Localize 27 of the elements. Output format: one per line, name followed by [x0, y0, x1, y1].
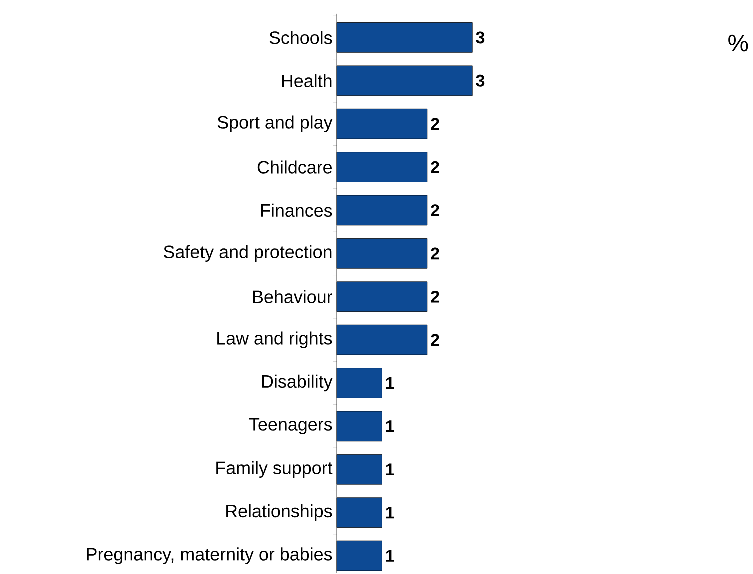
- y-tick-label: Family support: [216, 462, 333, 478]
- data-label: 3: [476, 75, 485, 88]
- data-label: 2: [431, 204, 440, 217]
- data-label: 3: [476, 32, 485, 44]
- y-tick-label: Safety and protection: [164, 246, 332, 262]
- text: %: [728, 35, 748, 52]
- data-label: 1: [386, 550, 394, 562]
- y-tick-label: Disability: [262, 375, 333, 392]
- data-label: 2: [431, 334, 440, 346]
- y-tick-label: Pregnancy, maternity or babies: [87, 548, 332, 565]
- y-tick-label: Childcare: [258, 160, 332, 174]
- data-label: 2: [431, 118, 440, 130]
- data-label: 2: [431, 291, 440, 304]
- data-label: 2: [431, 248, 440, 260]
- y-tick-label: Health: [282, 74, 332, 88]
- data-label: 1: [386, 420, 394, 433]
- data-label: 1: [386, 464, 394, 476]
- y-tick-label: Schools: [270, 31, 332, 45]
- y-tick-label: Relationships: [226, 504, 332, 522]
- data-label: 1: [386, 378, 394, 390]
- y-tick-label: Sport and play: [218, 116, 333, 133]
- y-tick-label: Finances: [261, 204, 332, 218]
- y-tick-label: Behaviour: [253, 290, 332, 304]
- y-tick-label: Teenagers: [249, 418, 332, 435]
- data-label: 1: [386, 507, 394, 519]
- y-tick-label: Law and rights: [218, 332, 332, 349]
- data-label: 2: [431, 162, 440, 174]
